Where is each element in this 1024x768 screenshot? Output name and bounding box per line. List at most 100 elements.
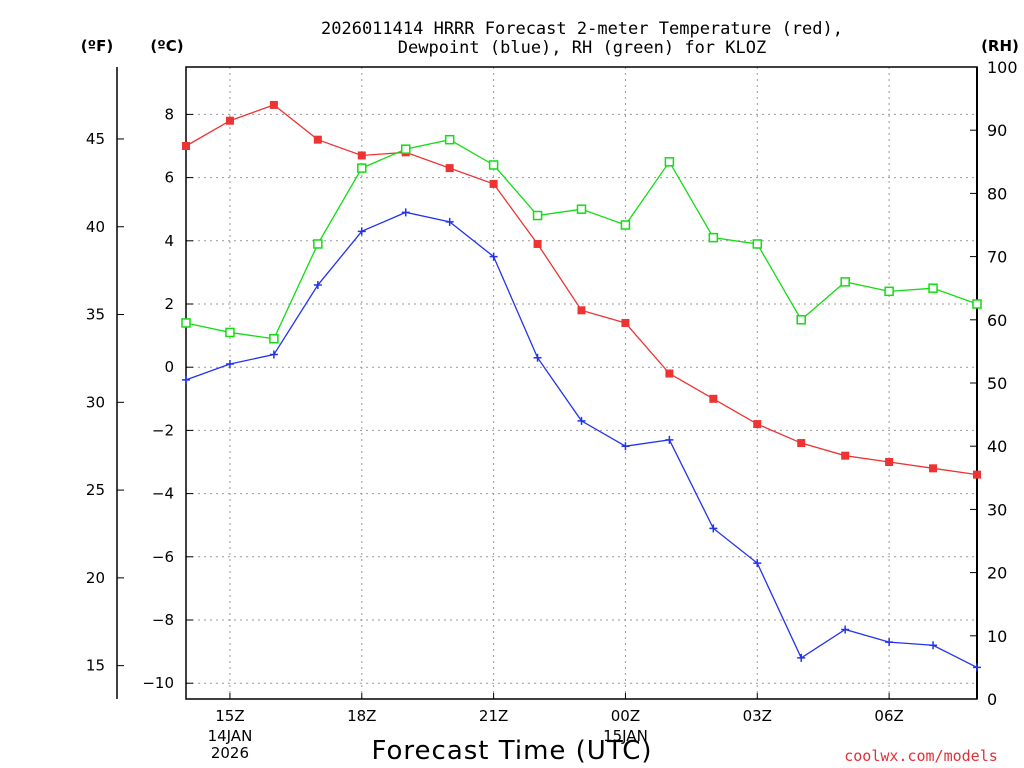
rh-tick-label: 30 [987,500,1007,519]
plot-frame [185,66,978,700]
x-tick-label: 06Z [874,707,903,725]
x-tick-label: 21Z [479,707,508,725]
data-point [269,350,278,359]
data-point [709,524,718,533]
data-point [708,232,719,243]
data-point [401,208,410,217]
data-point [752,239,763,249]
data-point [621,318,630,327]
celsius-tick-label: −4 [152,485,174,503]
data-point [884,286,894,297]
data-point [577,306,586,315]
celsius-tick-label: −10 [142,674,174,692]
data-point [797,653,806,662]
fahrenheit-tick-label: 40 [86,218,105,236]
data-point [577,416,586,425]
x-axis-title: Forecast Time (UTC) [371,736,652,766]
data-point [225,360,234,369]
data-point [576,204,587,214]
rh-unit-label: (RH) [981,37,1019,55]
celsius-tick-label: 8 [164,105,174,123]
rh-tick-label: 0 [987,690,997,709]
fahrenheit-tick-label: 25 [86,481,105,499]
data-point [885,458,894,466]
fahrenheit-tick-label: 30 [86,393,105,411]
data-point [182,375,190,384]
rh-tick-label: 50 [987,374,1007,393]
series-line [185,211,978,668]
data-point [885,638,894,647]
x-tick-label: 15Z [215,707,244,725]
data-point [182,142,190,150]
data-point [445,217,454,226]
data-point [973,663,981,672]
data-point [533,353,542,362]
celsius-tick-label: 2 [164,295,174,313]
data-point [665,435,674,444]
data-point [357,227,366,236]
data-point [445,164,454,173]
rh-tick-label: 90 [987,121,1007,140]
data-point [929,641,938,650]
chart-title-line-1: 2026011414 HRRR Forecast 2-meter Tempera… [321,19,843,39]
data-point [181,318,191,328]
celsius-tick-label: 6 [164,169,174,187]
data-point [841,451,850,460]
data-point [841,625,850,634]
data-point [357,163,367,173]
data-point [532,210,543,221]
series-dewpoint [182,208,981,672]
data-point [664,157,675,167]
data-point [313,135,322,144]
credit-label: coolwx.com/models [844,747,998,765]
series-2-meter-temperature [182,100,981,479]
data-point [489,179,498,188]
rh-tick-label: 60 [987,311,1007,330]
data-point [665,369,674,378]
data-point [488,160,499,170]
data-point [928,283,938,293]
chart-title-line-2: Dewpoint (blue), RH (green) for KLOZ [398,38,766,58]
data-point [269,334,279,344]
rh-tick-label: 80 [987,184,1007,203]
data-point [225,327,235,338]
data-point [621,442,630,451]
celsius-tick-label: −6 [152,548,174,566]
fahrenheit-tick-label: 35 [86,306,105,324]
data-point [444,134,455,145]
x-tick-label: 00Z [611,707,640,725]
data-point [753,420,762,429]
celsius-unit-label: (ºC) [150,37,183,55]
x-tick-label: 18Z [347,707,376,725]
data-point [840,277,850,287]
date-label: 15JAN [603,727,648,745]
data-point [225,116,234,125]
data-point [709,394,718,403]
rh-tick-label: 10 [987,627,1007,646]
celsius-tick-label: −2 [152,421,174,439]
rh-tick-label: 70 [987,248,1007,267]
data-point [357,151,366,160]
fahrenheit-tick-label: 20 [86,569,105,587]
celsius-tick-label: 4 [164,232,174,250]
fahrenheit-unit-label: (ºF) [81,37,113,55]
data-point [400,144,411,154]
data-point [753,559,762,568]
rh-tick-label: 20 [987,564,1007,583]
data-point [973,470,981,479]
data-point [796,315,806,325]
celsius-tick-label: 0 [164,358,174,376]
data-point [533,239,542,248]
data-point [269,100,278,109]
data-point [313,281,322,290]
data-point [489,252,498,261]
x-tick-label: 03Z [743,707,772,725]
data-point [313,239,323,249]
fahrenheit-tick-label: 15 [86,657,105,675]
celsius-tick-label: −8 [152,611,174,629]
rh-tick-label: 100 [987,58,1018,77]
data-point [972,299,982,309]
rh-tick-label: 40 [987,437,1007,456]
data-point [929,464,938,473]
